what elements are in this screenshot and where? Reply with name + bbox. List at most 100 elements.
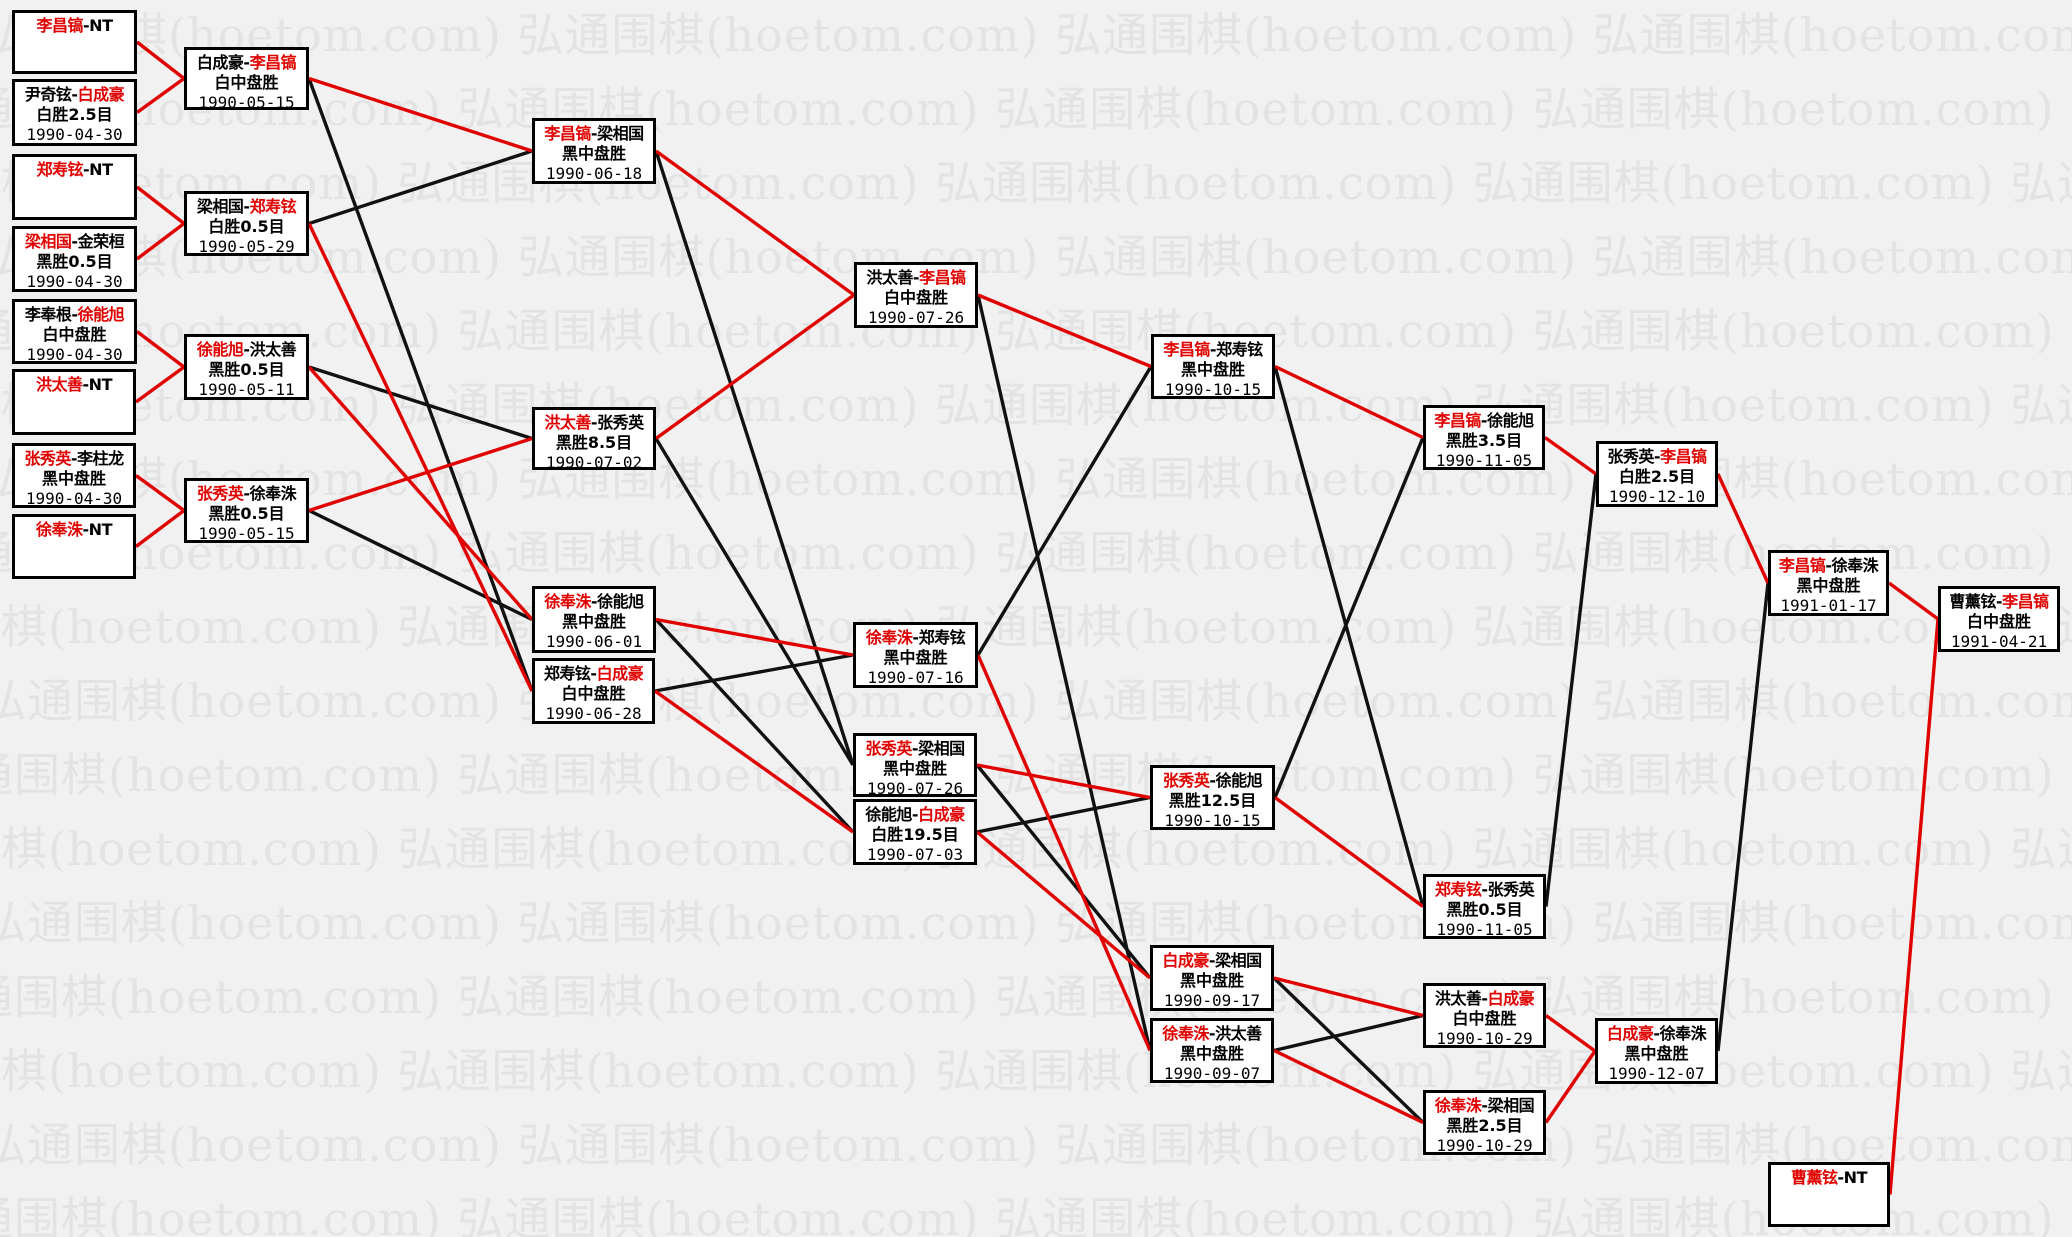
match-box-B1[interactable]: 白成豪-李昌镐 白中盘胜 1990-05-15 <box>184 47 309 112</box>
match-box-H2[interactable]: 曹薰铉-NT <box>1768 1162 1890 1227</box>
match-players: 洪太善-张秀英 <box>535 410 653 433</box>
bracket-line-D3-E3 <box>975 763 1152 980</box>
match-date: 1990-04-30 <box>25 489 123 508</box>
match-box-A1[interactable]: 李昌镐-NT <box>12 10 137 74</box>
match-players: 白成豪-徐奉洙 <box>1598 1021 1715 1044</box>
match-box-D4[interactable]: 徐能旭-白成豪 白胜19.5目 1990-07-03 <box>853 799 977 865</box>
bracket-line-B2-C1 <box>308 149 533 226</box>
bracket-line-D4-E3 <box>975 830 1152 980</box>
match-box-G1[interactable]: 张秀英-李昌镐 白胜2.5目 1990-12-10 <box>1596 441 1718 507</box>
match-result: 黑中盘胜 <box>1179 971 1244 990</box>
match-box-D2[interactable]: 徐奉洙-郑寿铉 黑中盘胜 1990-07-16 <box>853 622 978 688</box>
bracket-line-B3-C2 <box>308 365 533 441</box>
match-result: 黑中盘胜 <box>1624 1044 1689 1063</box>
bracket-line-C2-D3 <box>654 437 855 766</box>
match-result: 黑中盘胜 <box>1179 1044 1244 1063</box>
match-box-C3[interactable]: 徐奉洙-徐能旭 黑中盘胜 1990-06-01 <box>532 586 656 653</box>
match-date: 1991-01-17 <box>1780 596 1877 615</box>
players-separator: - <box>1208 951 1216 970</box>
match-box-F1[interactable]: 李昌镐-徐能旭 黑胜3.5目 1990-11-05 <box>1423 405 1545 470</box>
match-box-A4[interactable]: 梁相国-金荣桓 黑胜0.5目 1990-04-30 <box>12 226 137 292</box>
players-separator: - <box>71 232 78 251</box>
match-result: 白中盘胜 <box>1966 612 2031 631</box>
players-separator: - <box>82 375 90 394</box>
players-separator: - <box>590 664 597 683</box>
players-separator: - <box>243 53 250 72</box>
match-box-B4[interactable]: 张秀英-徐奉洙 黑胜0.5目 1990-05-15 <box>184 478 309 543</box>
players-separator: - <box>590 592 598 611</box>
match-players: 张秀英-李柱龙 <box>15 446 133 469</box>
match-box-E3[interactable]: 白成豪-梁相国 黑中盘胜 1990-09-17 <box>1150 945 1274 1011</box>
match-box-E4[interactable]: 徐奉洙-洪太善 黑中盘胜 1990-09-07 <box>1150 1018 1274 1083</box>
bracket-line-A7-B4 <box>134 474 186 512</box>
bracket-line-B2-C4 <box>307 222 534 692</box>
match-players: 白成豪-李昌镐 <box>187 50 306 73</box>
bracket-line-G2-H1 <box>1716 582 1770 1052</box>
match-players: 梁相国-郑寿铉 <box>187 194 306 217</box>
players-separator: - <box>590 413 598 432</box>
bracket-line-D4-E2 <box>976 795 1151 834</box>
player-left: 李奉根 <box>24 305 72 324</box>
match-box-C2[interactable]: 洪太善-张秀英 黑胜8.5目 1990-07-02 <box>532 407 656 472</box>
match-box-D1[interactable]: 洪太善-李昌镐 白中盘胜 1990-07-26 <box>854 262 978 328</box>
player-right: 郑寿铉 <box>918 628 966 647</box>
match-box-A8[interactable]: 徐奉洙-NT <box>12 514 136 579</box>
match-result: 白中盘胜 <box>883 288 948 307</box>
match-box-F2[interactable]: 郑寿铉-张秀英 黑胜0.5目 1990-11-05 <box>1423 874 1546 939</box>
match-box-A3[interactable]: 郑寿铉-NT <box>12 154 137 220</box>
match-box-F3[interactable]: 洪太善-白成豪 白中盘胜 1990-10-29 <box>1423 983 1546 1048</box>
match-date: 1990-12-07 <box>1608 1064 1705 1083</box>
match-box-I1[interactable]: 曹薰铉-李昌镐 白中盘胜 1991-04-21 <box>1938 586 2060 652</box>
bracket-line-A6-B3 <box>134 365 186 404</box>
player-right: 郑寿铉 <box>1216 340 1263 359</box>
match-result: 白中盘胜 <box>42 325 107 344</box>
player-left: 梁相国 <box>24 232 72 251</box>
player-right: 白成豪 <box>1487 989 1535 1008</box>
match-box-G2[interactable]: 白成豪-徐奉洙 黑中盘胜 1990-12-07 <box>1595 1018 1718 1084</box>
players-separator: - <box>243 340 250 359</box>
match-box-C1[interactable]: 李昌镐-梁相国 黑中盘胜 1990-06-18 <box>532 118 656 184</box>
match-box-E1[interactable]: 李昌镐-郑寿铉 黑中盘胜 1990-10-15 <box>1151 334 1275 399</box>
player-left: 洪太善 <box>36 375 83 394</box>
match-box-F4[interactable]: 徐奉洙-梁相国 黑胜2.5目 1990-10-29 <box>1423 1090 1546 1155</box>
match-players: 徐能旭-洪太善 <box>187 337 306 360</box>
match-result: 白胜0.5目 <box>208 217 285 236</box>
match-box-A7[interactable]: 张秀英-李柱龙 黑中盘胜 1990-04-30 <box>12 443 136 508</box>
match-result: 黑中盘胜 <box>882 759 947 778</box>
match-box-E2[interactable]: 张秀英-徐能旭 黑胜12.5目 1990-10-15 <box>1150 765 1275 830</box>
match-box-H1[interactable]: 李昌镐-徐奉洙 黑中盘胜 1991-01-17 <box>1768 550 1889 616</box>
player-right: 徐奉洙 <box>1659 1024 1707 1043</box>
player-right: 洪太善 <box>249 340 297 359</box>
match-result: 白中盘胜 <box>561 684 626 703</box>
player-left: 郑寿铉 <box>36 160 84 179</box>
match-box-C4[interactable]: 郑寿铉-白成豪 白中盘胜 1990-06-28 <box>532 658 655 724</box>
player-left: 尹奇铉 <box>24 85 72 104</box>
watermark-row: 弘通围棋(hoetom.com) 弘通围棋(hoetom.com) 弘通围棋(h… <box>0 1044 2072 1098</box>
match-date: 1990-04-30 <box>26 272 123 291</box>
match-box-A5[interactable]: 李奉根-徐能旭 白中盘胜 1990-04-30 <box>12 299 137 364</box>
player-right: 李昌镐 <box>2002 592 2049 611</box>
player-left: 白成豪 <box>1606 1024 1654 1043</box>
bracket-line-F3-G2 <box>1545 1014 1596 1053</box>
match-box-B3[interactable]: 徐能旭-洪太善 黑胜0.5目 1990-05-11 <box>184 334 309 400</box>
match-players: 尹奇铉-白成豪 <box>15 82 134 105</box>
match-date: 1990-10-29 <box>1436 1136 1533 1155</box>
match-result: 白胜2.5目 <box>1618 467 1696 486</box>
match-players: 洪太善-白成豪 <box>1426 986 1543 1009</box>
bracket-line-A2-B1 <box>136 77 185 114</box>
bracket-line-F4-G2 <box>1544 1050 1597 1124</box>
bracket-line-B4-C3 <box>308 508 533 622</box>
match-date: 1990-04-30 <box>26 125 123 144</box>
match-box-A2[interactable]: 尹奇铉-白成豪 白胜2.5目 1990-04-30 <box>12 79 137 146</box>
match-result: 黑中盘胜 <box>41 469 106 488</box>
match-box-B2[interactable]: 梁相国-郑寿铉 白胜0.5目 1990-05-29 <box>184 191 309 256</box>
match-date: 1990-10-29 <box>1436 1029 1533 1048</box>
match-box-A6[interactable]: 洪太善-NT <box>12 369 136 435</box>
bracket-line-D2-E4 <box>976 654 1152 1052</box>
player-left: 徐奉洙 <box>1434 1096 1482 1115</box>
match-box-D3[interactable]: 张秀英-梁相国 黑中盘胜 1990-07-26 <box>853 733 977 798</box>
match-date: 1990-12-10 <box>1608 487 1706 506</box>
